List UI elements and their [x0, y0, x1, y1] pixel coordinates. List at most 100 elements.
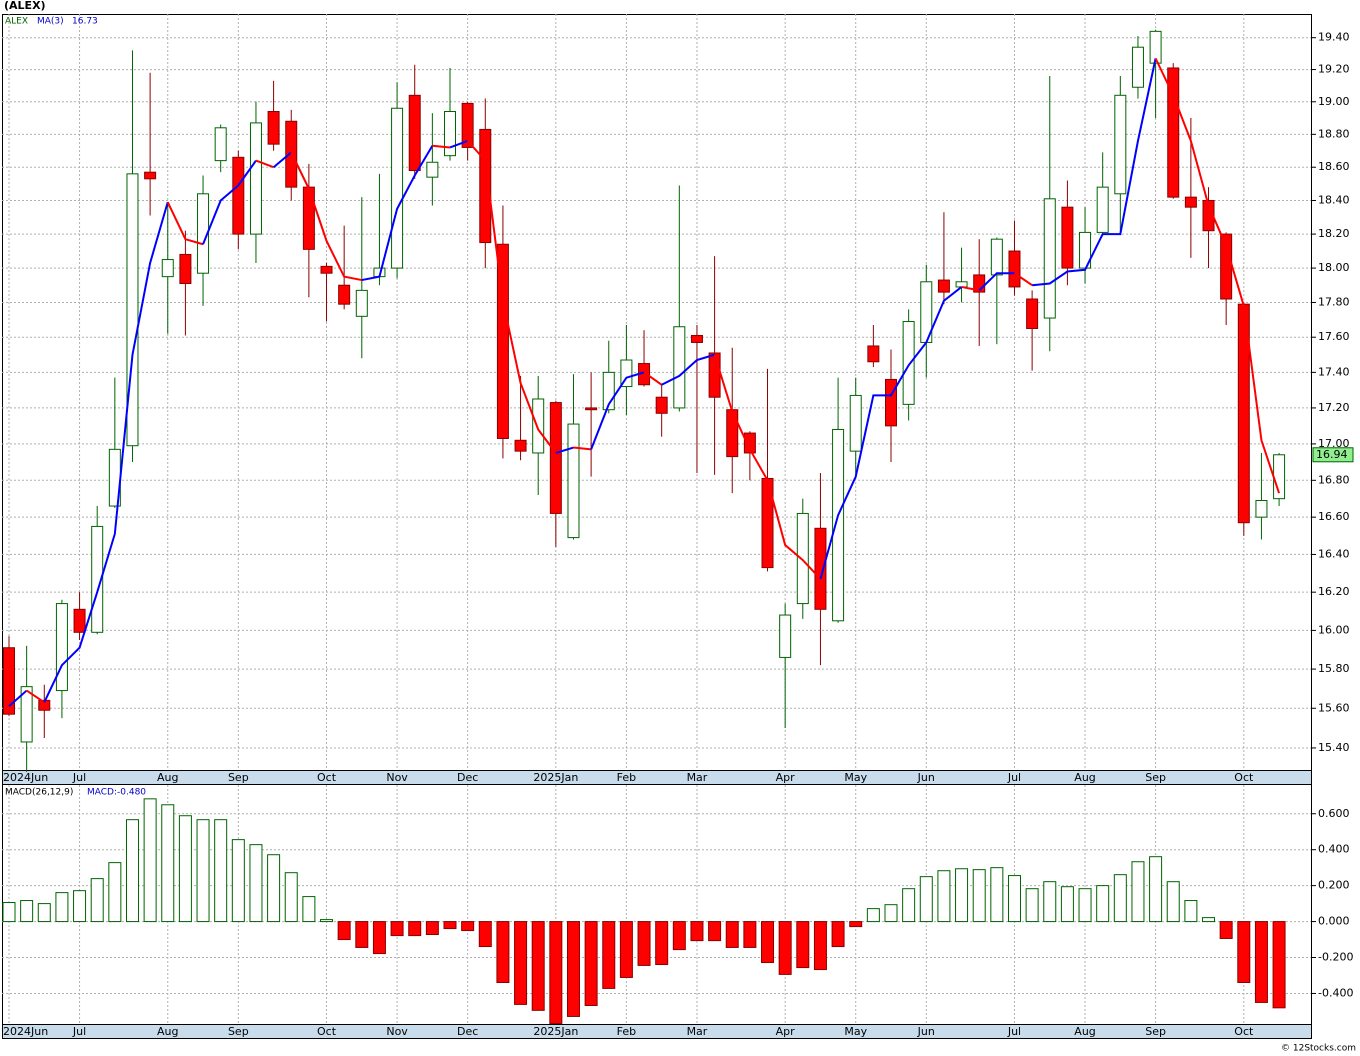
candle-body: [832, 428, 845, 622]
macd-bar: [1078, 888, 1092, 923]
macd-bar: [267, 854, 281, 923]
legend-value: 16.73: [72, 17, 98, 27]
macd-bar: [796, 921, 810, 969]
macd-bar: [866, 908, 880, 923]
macd-bar: [496, 921, 510, 983]
ma-line: [8, 689, 28, 708]
candle-body: [496, 243, 509, 439]
candle-body: [690, 334, 703, 343]
candle-body: [514, 439, 527, 452]
candle-body: [955, 281, 968, 288]
ma-line: [272, 151, 292, 168]
macd-bar: [37, 903, 51, 923]
macd-bar: [425, 921, 439, 936]
macd-bar: [284, 872, 298, 923]
macd-bar: [231, 839, 245, 923]
y-tick-label: 15.60: [1318, 701, 1350, 714]
candle-body: [849, 394, 862, 452]
y-tick-label: -0.200: [1318, 951, 1353, 964]
y-tick-label: 15.80: [1318, 662, 1350, 675]
candle-body: [214, 127, 227, 162]
ma-line: [1032, 58, 1157, 287]
candle-body: [232, 156, 245, 235]
x-tick-label: 2024Jun: [3, 1025, 48, 1038]
x-axis-band: [2, 770, 1312, 785]
candle-body: [73, 608, 86, 633]
y-tick-label: 18.00: [1318, 261, 1350, 274]
macd-bar: [390, 921, 404, 937]
macd-subtitle: MACD:-0.480: [87, 788, 146, 798]
macd-bar: [161, 804, 175, 923]
y-tick-label: 16.80: [1318, 473, 1350, 486]
macd-bar: [1219, 921, 1233, 939]
x-tick-label: Feb: [617, 1025, 636, 1038]
candle-body: [1043, 198, 1056, 319]
candle-body: [973, 274, 986, 293]
x-tick-label: Aug: [157, 1025, 178, 1038]
y-tick-label: 19.40: [1318, 31, 1350, 44]
x-tick-label: Aug: [157, 771, 178, 784]
candle-body: [126, 173, 139, 447]
x-tick-label: Apr: [776, 771, 796, 784]
candle-body: [1202, 199, 1215, 232]
candle-body: [620, 359, 633, 388]
candle-body: [461, 102, 474, 148]
x-tick-label: Jun: [917, 771, 935, 784]
footer: © 12Stocks.com: [1281, 1044, 1356, 1054]
macd-bar: [514, 921, 528, 1005]
candle-body: [91, 525, 104, 633]
candle-body: [144, 171, 157, 180]
macd-bar: [408, 921, 422, 937]
macd-bar: [584, 921, 598, 1006]
candle-body: [602, 371, 615, 411]
candle-body: [814, 527, 827, 610]
macd-bar: [849, 921, 863, 928]
macd-bar: [461, 921, 475, 932]
ma-line: [466, 140, 557, 454]
candle-body: [1008, 250, 1021, 288]
macd-bar: [549, 921, 563, 1024]
candle-body: [1026, 298, 1039, 329]
candle-body: [1131, 46, 1144, 88]
macd-bar: [955, 868, 969, 923]
macd-bar: [1043, 881, 1057, 923]
macd-bar: [902, 888, 916, 923]
ma-line: [1154, 57, 1281, 494]
macd-bar: [372, 921, 386, 955]
x-tick-label: May: [844, 771, 867, 784]
y-tick-label: 19.00: [1318, 95, 1350, 108]
chart-title: (ALEX): [4, 0, 46, 12]
candle-body: [567, 423, 580, 539]
ma-line: [43, 201, 169, 703]
x-tick-label: Aug: [1074, 771, 1095, 784]
x-tick-label: 2024Jun: [3, 771, 48, 784]
ma-line: [432, 144, 451, 149]
macd-bar: [690, 921, 704, 942]
macd-bar: [1237, 921, 1251, 983]
macd-bar: [672, 921, 686, 951]
y-tick-label: 17.40: [1318, 365, 1350, 378]
legend-entry: MA(3): [37, 17, 64, 27]
y-tick-label: 17.60: [1318, 330, 1350, 343]
x-tick-label: May: [844, 1025, 867, 1038]
candle-body: [408, 94, 421, 172]
y-tick-label: 0.200: [1318, 879, 1350, 892]
macd-bar: [725, 921, 739, 948]
candle-body: [55, 603, 68, 692]
candle-body: [267, 111, 280, 145]
x-tick-label: 2025Jan: [533, 1025, 578, 1038]
x-tick-label: Apr: [776, 1025, 796, 1038]
candle-body: [867, 345, 880, 363]
ma-line: [978, 272, 1015, 292]
macd-bar: [125, 819, 139, 923]
candle-body: [937, 279, 950, 293]
y-tick-label: -0.400: [1318, 986, 1353, 999]
x-tick-label: Sep: [1145, 771, 1166, 784]
x-tick-label: Jul: [72, 771, 86, 784]
candle-body: [1184, 196, 1197, 208]
candle-body: [179, 253, 192, 285]
y-tick-label: 15.40: [1318, 741, 1350, 754]
macd-bar: [196, 819, 210, 923]
macd-bar: [619, 921, 633, 978]
